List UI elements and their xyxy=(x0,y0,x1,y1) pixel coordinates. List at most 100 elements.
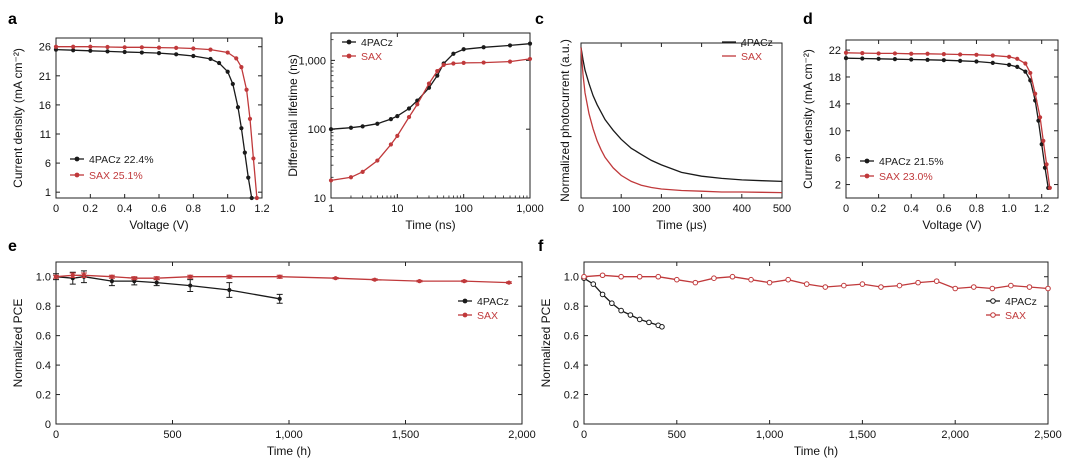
data-point xyxy=(435,73,440,78)
data-point xyxy=(1023,61,1028,66)
plot-frame xyxy=(55,261,523,425)
y-axis-label: Differential lifetime (ns) xyxy=(286,54,300,176)
legend-swatch-marker xyxy=(864,173,870,179)
data-point xyxy=(105,49,110,54)
x-tick-label: 0.6 xyxy=(151,203,166,215)
data-point xyxy=(527,56,533,62)
data-point xyxy=(876,56,881,61)
data-point xyxy=(462,279,467,284)
data-point xyxy=(225,50,230,55)
legend-swatch-marker xyxy=(346,53,352,59)
y-tick-label: 21 xyxy=(39,71,51,83)
data-point xyxy=(507,43,513,48)
data-point xyxy=(122,45,127,50)
y-tick-label: 0.4 xyxy=(36,360,51,372)
series-line-SAX xyxy=(330,58,531,182)
data-point xyxy=(53,274,59,279)
data-point xyxy=(71,48,76,53)
data-point xyxy=(225,69,230,74)
legend-swatch-marker xyxy=(990,298,996,304)
data-point xyxy=(451,51,456,56)
x-tick-label: 1 xyxy=(328,203,334,215)
data-point xyxy=(417,279,422,284)
data-point xyxy=(375,121,380,126)
data-point xyxy=(1044,162,1049,167)
x-tick-label: 0 xyxy=(53,203,59,215)
data-point xyxy=(53,44,59,49)
data-point xyxy=(191,46,196,51)
x-axis-label: Time (μs) xyxy=(656,218,706,232)
data-point xyxy=(909,51,914,56)
legend-swatch-marker xyxy=(74,172,80,178)
data-point xyxy=(1015,56,1020,61)
y-axis-label: Current density (mA cm⁻²) xyxy=(11,48,25,188)
data-point xyxy=(406,106,412,111)
data-point xyxy=(896,282,903,289)
x-tick-label: 500 xyxy=(773,203,791,215)
legend-swatch-marker xyxy=(346,39,352,45)
panel-label-c: c xyxy=(535,11,544,28)
data-point xyxy=(71,44,76,49)
data-point xyxy=(174,52,179,57)
data-point xyxy=(618,307,624,314)
data-point xyxy=(843,50,849,55)
x-tick-label: 10 xyxy=(391,203,403,215)
data-point xyxy=(208,56,213,62)
x-tick-label: 2,000 xyxy=(941,429,969,441)
data-point xyxy=(328,178,334,183)
legend-label-SAX: SAX xyxy=(1005,310,1026,322)
data-point xyxy=(989,285,996,292)
data-point xyxy=(527,41,533,46)
y-tick-label: 0.4 xyxy=(564,360,579,372)
data-point xyxy=(1023,69,1028,74)
data-point xyxy=(599,291,606,298)
y-tick-label: 6 xyxy=(45,158,51,170)
y-tick-label: 11 xyxy=(40,129,51,141)
data-point xyxy=(646,319,652,326)
legend-label-4PACz: 4PACz 22.4% xyxy=(89,154,154,166)
data-point xyxy=(188,283,193,288)
y-axis-label: Normalized PCE xyxy=(539,299,553,388)
data-point xyxy=(1015,64,1020,69)
y-tick-label: 1,000 xyxy=(298,55,326,67)
legend-label-SAX: SAX xyxy=(477,310,498,322)
panel-label-e: e xyxy=(8,238,17,255)
data-point xyxy=(785,276,791,283)
data-point xyxy=(655,273,662,280)
data-point xyxy=(990,60,995,65)
plot-frame xyxy=(580,42,783,199)
data-point xyxy=(506,280,512,285)
data-point xyxy=(618,273,624,280)
data-point xyxy=(156,45,162,50)
data-point xyxy=(1037,115,1043,120)
series-line-4PACz xyxy=(55,276,280,300)
x-tick-label: 500 xyxy=(668,429,686,441)
series-line-4PACz xyxy=(55,48,253,199)
legend-swatch-marker xyxy=(864,158,870,164)
series-line-4PACz xyxy=(580,47,783,183)
data-point xyxy=(803,281,810,287)
data-point xyxy=(1042,165,1048,170)
data-point xyxy=(878,284,884,290)
y-tick-label: 0.8 xyxy=(36,301,51,313)
data-point xyxy=(348,175,354,180)
data-point xyxy=(822,284,829,290)
data-point xyxy=(507,59,513,64)
data-point xyxy=(1006,62,1012,67)
data-point xyxy=(451,61,456,66)
data-point xyxy=(915,279,921,286)
data-point xyxy=(958,52,963,57)
data-point xyxy=(156,51,162,56)
x-tick-label: 300 xyxy=(692,203,710,215)
data-point xyxy=(239,126,244,131)
y-tick-label: 16 xyxy=(39,100,51,112)
data-point xyxy=(876,51,881,56)
data-point xyxy=(132,276,137,281)
data-point xyxy=(636,273,643,280)
data-point xyxy=(415,102,420,107)
x-axis-label: Time (ns) xyxy=(405,218,455,232)
data-point xyxy=(88,44,93,49)
y-tick-label: 0.2 xyxy=(36,390,51,402)
